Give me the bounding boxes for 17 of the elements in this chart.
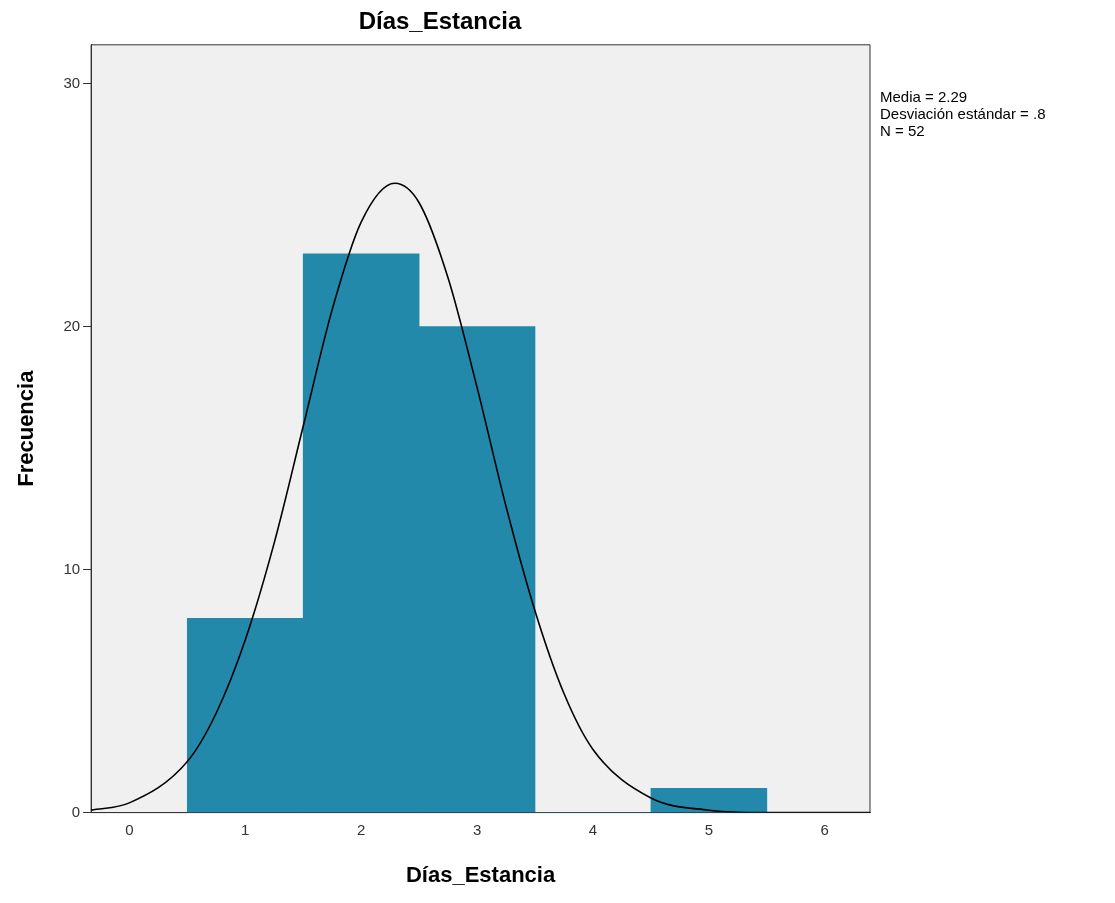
y-tick-label: 30 — [63, 73, 81, 91]
text: Desviación estándar = .8 — [880, 105, 1046, 122]
x-tick-label: 6 — [820, 820, 829, 838]
x-tick-label: 5 — [704, 820, 714, 838]
x-axis-title: Días_Estancia — [405, 861, 556, 887]
y-tick-label: 0 — [71, 802, 81, 820]
chart-title: Días_Estancia — [358, 7, 523, 35]
x-tick-label: 1 — [241, 820, 250, 838]
y-tick-label: 20 — [63, 316, 81, 334]
x-tick-label: 2 — [356, 820, 366, 838]
text: Media = 2.29 — [880, 88, 969, 105]
x-tick-label: 0 — [125, 820, 134, 838]
y-axis-title: Frecuencia — [13, 369, 39, 487]
text: N = 52 — [880, 122, 926, 139]
x-tick-label: 3 — [472, 820, 482, 838]
y-tick-label: 10 — [63, 559, 81, 577]
x-tick-label: 4 — [588, 820, 598, 838]
